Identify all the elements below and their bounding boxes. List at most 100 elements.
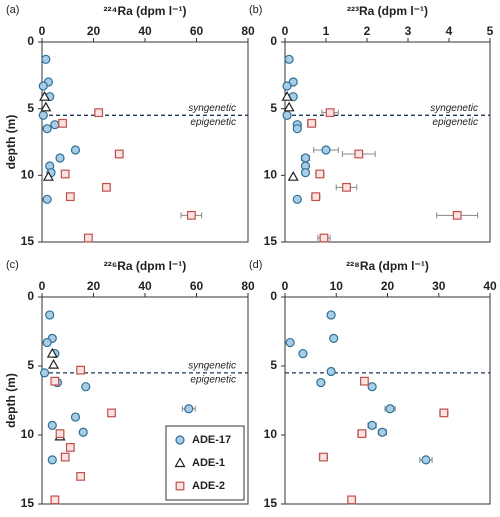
point	[174, 457, 186, 468]
point	[281, 90, 293, 101]
point	[421, 455, 431, 465]
y-tick-label: 5	[27, 358, 34, 372]
point	[367, 420, 377, 430]
legend-label: ADE-1	[192, 457, 225, 469]
y-tick-label: 10	[264, 427, 278, 441]
point	[311, 192, 321, 202]
point	[60, 169, 70, 179]
x-tick-label: 40	[138, 24, 152, 38]
point	[65, 192, 75, 202]
annotation: epigenetic	[432, 117, 478, 128]
x-tick-label: 20	[87, 24, 101, 38]
point	[357, 429, 367, 439]
x-tick-label: 5	[487, 24, 494, 38]
point	[319, 233, 329, 243]
y-tick-label: 5	[270, 358, 277, 372]
point	[354, 149, 364, 159]
point	[39, 90, 51, 101]
point	[40, 101, 52, 112]
point	[329, 333, 339, 343]
point	[38, 110, 48, 120]
y-tick-label: 5	[27, 101, 34, 115]
point	[47, 455, 57, 465]
annotation: syngenetic	[430, 103, 478, 114]
point	[76, 472, 86, 481]
point	[184, 404, 194, 414]
point	[78, 427, 88, 437]
point	[42, 337, 52, 348]
point	[107, 408, 116, 418]
annotation: epigenetic	[190, 375, 236, 386]
point	[45, 310, 55, 320]
point	[60, 452, 70, 462]
x-tick-label: 40	[138, 279, 152, 293]
point	[307, 118, 317, 128]
x-tick-label: 2	[364, 24, 371, 38]
point	[42, 194, 52, 204]
point	[298, 348, 308, 359]
point	[360, 376, 369, 386]
x-axis-title: ²²⁴Ra (dpm l⁻¹)	[104, 4, 187, 18]
x-tick-label: 30	[432, 279, 446, 293]
y-axis-title: depth (m)	[4, 115, 18, 170]
y-tick-label: 0	[27, 289, 34, 303]
annotation: epigenetic	[190, 117, 236, 128]
point	[70, 145, 81, 155]
y-tick-label: 10	[21, 427, 35, 441]
point	[50, 376, 60, 386]
point	[50, 495, 60, 505]
legend-label: ADE-2	[192, 480, 225, 492]
x-tick-label: 0	[39, 279, 46, 293]
point	[175, 435, 185, 445]
point	[114, 149, 124, 159]
x-tick-label: 0	[282, 279, 289, 293]
point	[285, 337, 295, 348]
y-axis-title: depth (m)	[4, 373, 18, 428]
x-tick-label: 80	[241, 24, 255, 38]
y-tick-label: 10	[21, 168, 35, 182]
annotation: syngenetic	[188, 103, 236, 114]
x-tick-label: 60	[190, 24, 204, 38]
panel-label: (d)	[249, 259, 262, 271]
point	[186, 210, 196, 220]
y-tick-label: 5	[270, 101, 277, 115]
x-axis-title: ²²⁶Ra (dpm l⁻¹)	[104, 259, 187, 273]
point	[315, 169, 325, 179]
point	[48, 358, 60, 369]
point	[326, 366, 336, 377]
point	[283, 101, 295, 112]
point	[65, 443, 75, 452]
point	[39, 368, 50, 378]
point	[300, 168, 311, 178]
point	[367, 382, 377, 392]
legend-label: ADE-17	[192, 434, 231, 446]
point	[55, 429, 65, 439]
point	[287, 170, 299, 181]
x-tick-label: 10	[330, 279, 344, 293]
point	[347, 495, 357, 505]
plot-frame	[284, 41, 491, 243]
point	[94, 108, 104, 118]
x-tick-label: 4	[446, 24, 453, 38]
y-tick-label: 0	[270, 289, 277, 303]
point	[321, 145, 331, 155]
y-tick-label: 0	[27, 34, 34, 48]
point	[326, 310, 336, 320]
point	[439, 408, 449, 418]
point	[55, 153, 65, 163]
point	[284, 54, 294, 64]
x-tick-label: 3	[405, 24, 412, 38]
point	[50, 120, 60, 130]
x-tick-label: 0	[39, 24, 46, 38]
y-tick-label: 10	[264, 168, 278, 182]
y-tick-label: 0	[270, 34, 277, 48]
x-tick-label: 1	[323, 24, 330, 38]
point	[342, 182, 351, 192]
point	[282, 81, 292, 91]
point	[58, 118, 67, 128]
point	[47, 420, 57, 430]
x-tick-label: 60	[190, 279, 204, 293]
point	[282, 110, 292, 120]
y-tick-label: 15	[264, 234, 278, 248]
